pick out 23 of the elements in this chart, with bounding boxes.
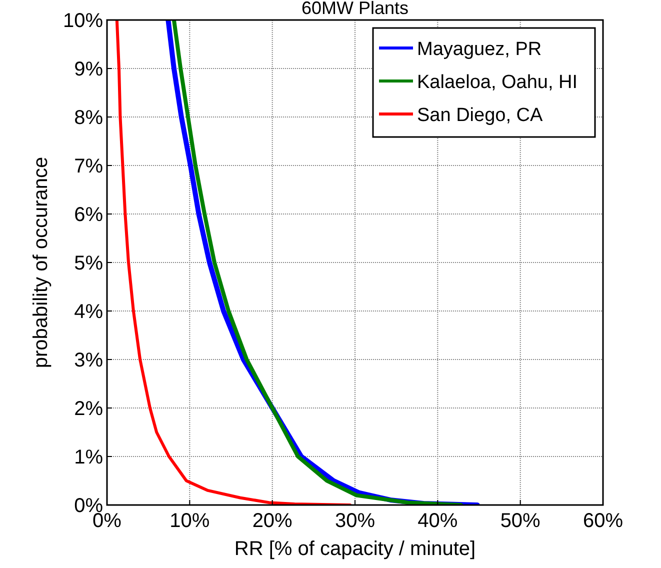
x-tick-label: 20% [252, 510, 293, 532]
y-tick-label: 6% [74, 204, 104, 226]
y-tick-label: 5% [74, 252, 104, 274]
x-tick-label: 30% [334, 510, 376, 532]
chart-title: 60MW Plants [301, 0, 409, 18]
line-series [115, 20, 352, 505]
x-tick-label: 40% [418, 510, 458, 532]
y-tick-label: 1% [74, 446, 104, 468]
legend-label: San Diego, CA [417, 105, 544, 126]
y-tick-label: 7% [74, 156, 104, 178]
y-tick-label: 4% [74, 301, 104, 323]
x-tick-label: 50% [500, 510, 541, 532]
y-tick-label: 3% [74, 350, 104, 372]
x-tick-label: 10% [170, 510, 210, 532]
y-axis-title: probability of occurance [30, 156, 52, 368]
y-tick-label: 9% [74, 58, 104, 80]
legend-label: Mayaguez, PR [417, 39, 542, 60]
y-tick-label: 2% [74, 398, 104, 420]
x-axis-title: RR [% of capacity / minute] [234, 538, 476, 560]
y-tick-label: 10% [62, 10, 104, 32]
y-tick-label: 8% [74, 107, 104, 129]
x-tick-label: 60% [582, 510, 624, 532]
legend-label: Kalaeloa, Oahu, HI [417, 72, 578, 93]
